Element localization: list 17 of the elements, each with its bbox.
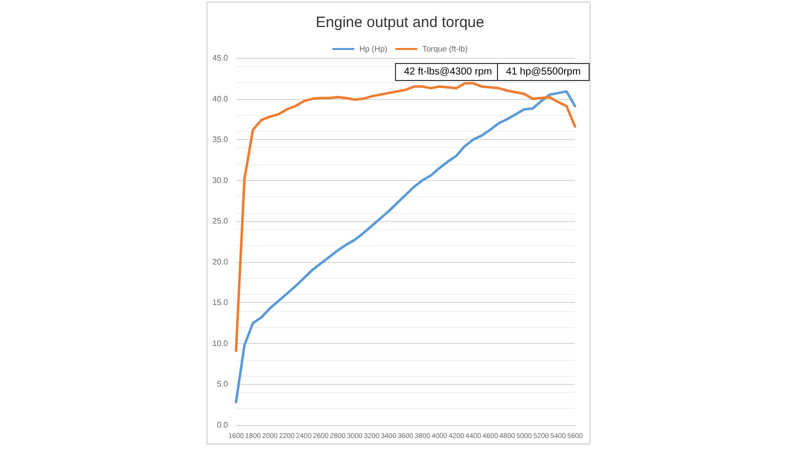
y-tick-label: 20.0 <box>212 257 229 266</box>
y-tick-label: 5.0 <box>216 380 229 389</box>
y-tick-label: 0.0 <box>216 420 229 430</box>
y-tick-label: 10.0 <box>212 338 229 348</box>
chart-title: Engine output and torque <box>316 14 484 31</box>
y-tick-label: 30.0 <box>212 176 229 185</box>
annotation: 42 ft-lbs@4300 rpm <box>404 66 492 78</box>
legend-label: Hp (Hp) <box>359 44 388 54</box>
legend-label: Torque (ft-lb) <box>422 44 468 54</box>
y-tick-label: 15.0 <box>212 298 229 308</box>
line-series <box>234 82 576 352</box>
y-tick-label: 35.0 <box>212 135 229 144</box>
y-tick-label: 40.0 <box>212 94 229 104</box>
y-tick-label: 25.0 <box>212 216 229 226</box>
annotation: 41 hp@5500rpm <box>506 66 581 78</box>
y-tick-label: 45.0 <box>212 54 229 62</box>
line-series <box>234 90 576 404</box>
